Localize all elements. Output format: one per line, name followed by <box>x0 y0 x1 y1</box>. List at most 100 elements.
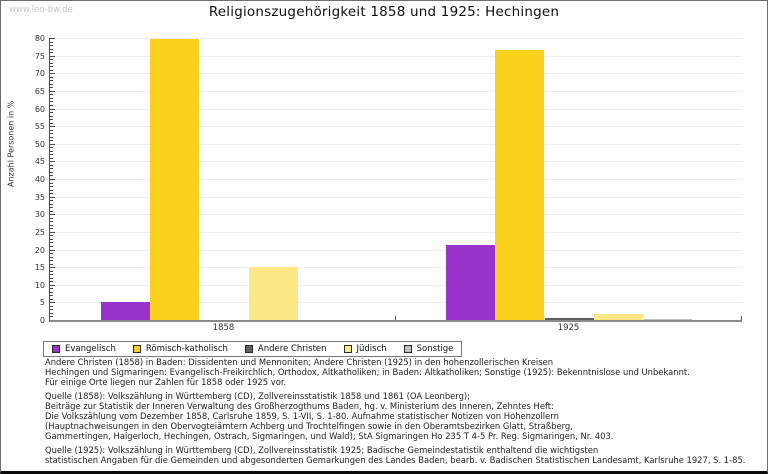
page-title: Religionszugehörigkeit 1858 und 1925: He… <box>208 4 560 20</box>
y-minor-tick-38 <box>50 186 53 188</box>
y-minor-tick-71 <box>50 69 53 71</box>
y-minor-tick-21 <box>50 245 53 247</box>
y-major-tick-70 <box>50 73 55 75</box>
y-minor-tick-23 <box>50 238 53 240</box>
gridline-65 <box>50 90 742 92</box>
note-source-1858: Quelle (1858): Volkszählung in Württembe… <box>45 392 757 441</box>
y-minor-tick-43 <box>50 168 53 170</box>
legend-swatch-j-disch <box>343 345 352 353</box>
bar-1925-sonstige <box>643 318 693 320</box>
legend-swatch-evangelisch <box>52 345 60 353</box>
y-minor-tick-9 <box>50 288 53 290</box>
y-minor-tick-41 <box>50 175 53 177</box>
y-minor-tick-16 <box>50 263 53 265</box>
y-tick-label-10: 10 <box>34 280 45 290</box>
y-minor-tick-14 <box>50 270 53 272</box>
y-tick-label-60: 60 <box>34 104 45 114</box>
y-minor-tick-47 <box>50 154 53 156</box>
y-minor-tick-53 <box>50 133 53 135</box>
gridline-45 <box>50 161 742 163</box>
y-major-tick-30 <box>50 214 55 216</box>
y-major-tick-15 <box>50 267 55 269</box>
note-line: Die Volkszählung vom Dezember 1858, Carl… <box>45 410 559 421</box>
y-minor-tick-63 <box>50 97 53 99</box>
legend-item-r-misch-katholisch: Römisch-katholisch <box>132 344 228 354</box>
y-minor-tick-64 <box>50 94 53 96</box>
y-major-tick-20 <box>50 249 55 251</box>
y-major-tick-50 <box>50 143 55 145</box>
y-tick-label-0: 0 <box>39 316 45 325</box>
y-minor-tick-67 <box>50 83 53 85</box>
y-tick-label-80: 80 <box>34 34 45 43</box>
y-minor-tick-68 <box>50 80 53 82</box>
y-minor-tick-1 <box>50 316 53 318</box>
y-major-tick-65 <box>50 90 55 92</box>
bar-1925-andere-christen <box>544 317 594 320</box>
y-minor-tick-11 <box>50 281 53 283</box>
bar-1858-evangelisch <box>101 302 150 320</box>
y-major-tick-40 <box>50 179 55 180</box>
y-minor-tick-49 <box>50 147 53 149</box>
gridline-40 <box>50 179 742 180</box>
gridline-5 <box>50 302 742 304</box>
y-tick-label-30: 30 <box>34 210 45 220</box>
y-tick-label-40: 40 <box>34 175 45 184</box>
y-minor-tick-26 <box>50 228 53 230</box>
y-tick-label-5: 5 <box>39 298 45 308</box>
x-category-label-1925: 1925 <box>557 323 580 333</box>
y-minor-tick-18 <box>50 256 53 258</box>
y-minor-tick-77 <box>50 48 53 50</box>
legend-item-sonstige: Sonstige <box>403 344 454 354</box>
y-minor-tick-69 <box>50 76 53 78</box>
y-minor-tick-76 <box>50 52 53 54</box>
y-minor-tick-57 <box>50 119 53 121</box>
y-minor-tick-78 <box>50 45 53 47</box>
note-line: Quelle (1925): Volkszählung in Württembe… <box>45 445 599 456</box>
legend-label-sonstige: Sonstige <box>416 344 454 354</box>
y-major-tick-45 <box>50 161 55 163</box>
y-minor-tick-22 <box>50 242 53 244</box>
note-line: Andere Christen (1858) in Baden: Disside… <box>45 357 554 367</box>
note-source-1925: Quelle (1925): Volkszählung in Württembe… <box>45 446 757 466</box>
gridline-15 <box>50 267 742 269</box>
y-major-tick-5 <box>50 302 55 304</box>
legend-item-j-disch: Jüdisch <box>343 344 387 354</box>
y-minor-tick-54 <box>50 129 53 131</box>
y-minor-tick-74 <box>50 59 53 61</box>
y-minor-tick-73 <box>50 62 53 64</box>
y-minor-tick-31 <box>50 210 53 212</box>
y-minor-tick-42 <box>50 171 53 173</box>
y-minor-tick-46 <box>50 157 53 159</box>
note-line: Quelle (1858): Volkszählung in Württembe… <box>45 391 470 402</box>
y-minor-tick-34 <box>50 200 53 202</box>
legend-label-evangelisch: Evangelisch <box>65 344 116 354</box>
bar-1925-r-misch-katholisch <box>495 50 545 320</box>
y-minor-tick-19 <box>50 253 53 255</box>
bar-1925-evangelisch <box>446 244 495 320</box>
y-tick-label-55: 55 <box>34 122 45 132</box>
y-tick-label-75: 75 <box>34 51 45 61</box>
y-minor-tick-6 <box>50 298 53 300</box>
y-minor-tick-28 <box>50 221 53 223</box>
note-line: statistischen Angaben für die Gemeinden … <box>45 455 746 466</box>
y-minor-tick-27 <box>50 224 53 226</box>
legend-swatch-sonstige <box>403 345 412 353</box>
y-minor-tick-17 <box>50 260 53 262</box>
y-minor-tick-44 <box>50 164 53 166</box>
y-minor-tick-37 <box>50 189 53 191</box>
y-minor-tick-39 <box>50 182 53 184</box>
note-line: Beiträge zur Statistik der Inneren Verwa… <box>45 401 554 412</box>
y-minor-tick-8 <box>50 291 53 293</box>
bar-1858-j-disch <box>249 267 299 320</box>
y-minor-tick-61 <box>50 104 53 106</box>
gridline-70 <box>50 73 742 75</box>
y-minor-tick-2 <box>50 312 53 314</box>
y-tick-label-45: 45 <box>34 157 45 167</box>
y-axis-title: Anzahl Personen in % <box>6 100 16 188</box>
y-minor-tick-56 <box>50 122 53 124</box>
gridline-30 <box>50 214 742 216</box>
legend-label-j-disch: Jüdisch <box>356 344 387 354</box>
plot-area <box>49 38 742 322</box>
y-tick-label-35: 35 <box>34 192 45 202</box>
y-tick-label-15: 15 <box>34 263 45 273</box>
